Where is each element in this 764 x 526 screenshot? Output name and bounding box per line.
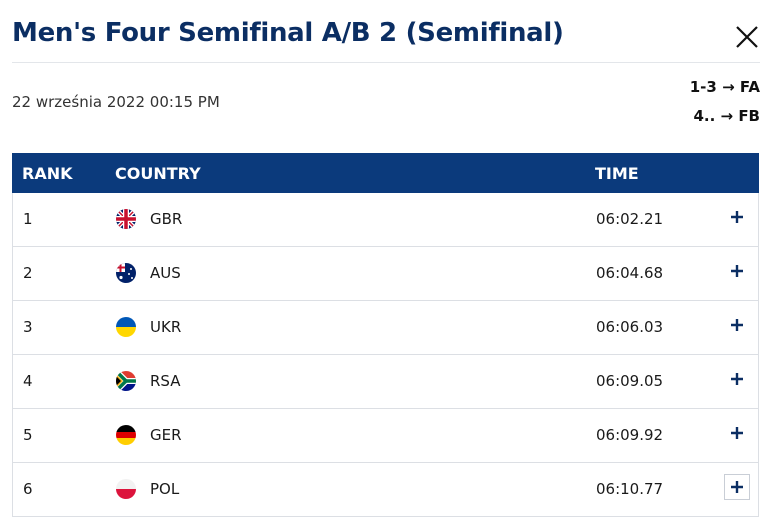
time: 06:10.77 <box>596 480 664 498</box>
date: 22 września 2022 00:15 PM <box>12 93 220 111</box>
expand-button[interactable] <box>725 313 749 337</box>
close-button[interactable] <box>734 24 760 50</box>
table-row: 1 GBR 06:02.21 <box>12 193 759 247</box>
time: 06:02.21 <box>596 210 664 228</box>
flag <box>116 479 136 499</box>
time: 06:06.03 <box>596 318 664 336</box>
table-header: RANK COUNTRY TIME <box>12 153 759 193</box>
flag <box>116 371 136 391</box>
rank: 2 <box>23 264 33 282</box>
table-row: 4 RSA 06:09.05 <box>12 355 759 409</box>
expand-button[interactable] <box>724 474 750 500</box>
country: AUS <box>150 264 181 282</box>
column-header: RANK <box>22 164 73 183</box>
title: Men's Four Semifinal A/B 2 (Semifinal) <box>12 18 564 48</box>
country: GBR <box>150 210 183 228</box>
progression-rule: 1-3 → FA <box>689 78 760 96</box>
flag <box>116 209 136 229</box>
table-row: 3 UKR 06:06.03 <box>12 301 759 355</box>
rank: 4 <box>23 372 33 390</box>
country: POL <box>150 480 180 498</box>
country: GER <box>150 426 182 444</box>
expand-button[interactable] <box>725 259 749 283</box>
time: 06:09.05 <box>596 372 664 390</box>
expand-button[interactable] <box>725 421 749 445</box>
expand-button[interactable] <box>725 367 749 391</box>
table-row: 6 POL 06:10.77 <box>12 463 759 517</box>
rank: 3 <box>23 318 33 336</box>
rank: 1 <box>23 210 33 228</box>
expand-button[interactable] <box>725 205 749 229</box>
progression-rule: 4.. → FB <box>693 107 760 125</box>
time: 06:04.68 <box>596 264 664 282</box>
results-table: RANK COUNTRY TIME 1 GBR 06:02.21 2 AUS 0… <box>12 153 759 517</box>
column-header: COUNTRY <box>115 164 201 183</box>
divider <box>12 62 760 63</box>
column-header: TIME <box>595 164 639 183</box>
rank: 5 <box>23 426 33 444</box>
country: RSA <box>150 372 181 390</box>
flag <box>116 263 136 283</box>
table-row: 2 AUS 06:04.68 <box>12 247 759 301</box>
flag <box>116 317 136 337</box>
flag <box>116 425 136 445</box>
rank: 6 <box>23 480 33 498</box>
table-row: 5 GER 06:09.92 <box>12 409 759 463</box>
time: 06:09.92 <box>596 426 664 444</box>
country: UKR <box>150 318 182 336</box>
